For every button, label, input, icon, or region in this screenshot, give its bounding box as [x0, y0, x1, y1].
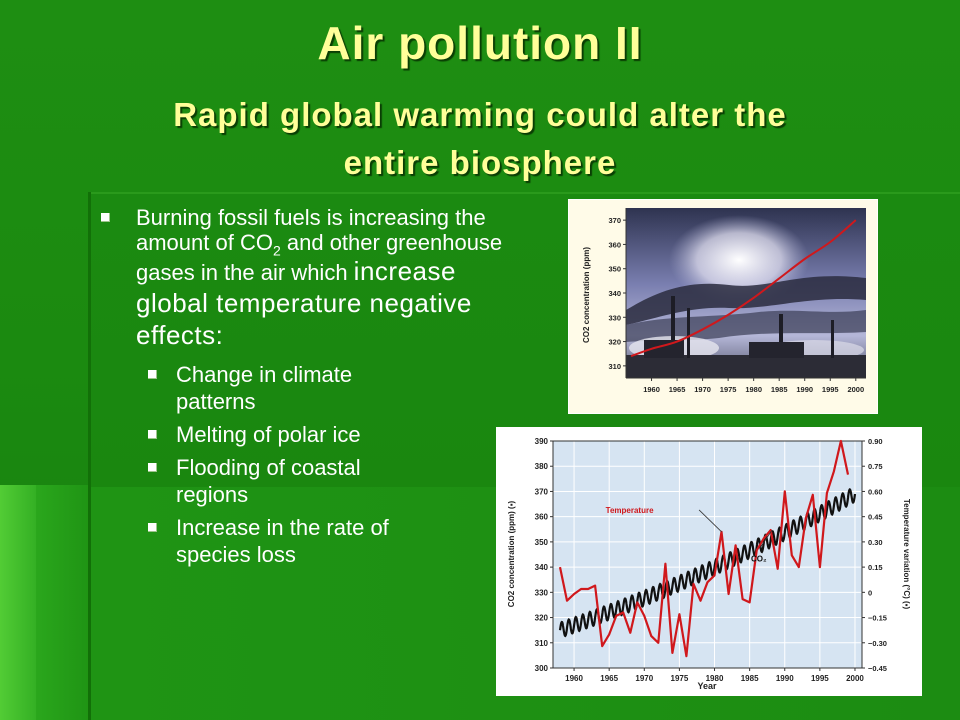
co2-annotation-leader [759, 529, 773, 549]
main-bullet-text-3: increase global temperature negative eff… [136, 256, 472, 350]
smokestack-photo [626, 208, 866, 378]
temperature-annotation-leader [698, 509, 722, 533]
sub-bullet: Melting of polar ice [96, 421, 431, 448]
co2-annotation: CO₂ [751, 555, 767, 564]
x-tick-label: 1995 [811, 674, 829, 683]
co2-curve-line [630, 219, 857, 358]
y-tick-label: 350 [608, 265, 621, 274]
slide-subtitle-line2: entire biosphere [343, 144, 617, 181]
co2-temperature-chart-xlabel: Year [697, 681, 717, 691]
main-bullet-text-2: and other greenhouse gases in the air wh… [136, 230, 503, 285]
x-tick-label: 1980 [745, 385, 762, 394]
sub-bullet: Change in climate patterns [96, 361, 431, 415]
slide-subtitle-line1: Rapid global warming could alter the [173, 96, 787, 133]
sub-bullet: Increase in the rate of species loss [96, 514, 451, 568]
y2-tick-label: 0.60 [868, 487, 883, 496]
slide-title: Air pollution II [317, 17, 643, 69]
bullet-square-icon [148, 463, 157, 472]
sub-bullet-text: Flooding of coastal regions [176, 455, 361, 507]
x-tick-label: 1970 [635, 674, 653, 683]
y2-tick-label: −0.45 [868, 664, 887, 673]
x-tick-label: 1975 [671, 674, 689, 683]
main-bullet-subscript: 2 [272, 242, 281, 259]
sub-bullet-text: Change in climate patterns [176, 362, 353, 414]
temperature-annotation: Temperature [606, 506, 654, 515]
main-bullet: Burning fossil fuels is increasing the a… [96, 205, 516, 351]
background-left-strip [0, 485, 36, 720]
co2-photo-chart-axes: 310 320 330 340 350 360 370 1960 1965 1970 1975 198… [608, 208, 866, 394]
y-tick-label: 330 [535, 588, 549, 597]
y-tick-label: 360 [608, 240, 621, 249]
x-tick-label: 1985 [741, 674, 759, 683]
co2-temperature-chart-y2label: Temperature variation (°C) (▪) [902, 499, 911, 610]
y2-tick-label: 0.90 [868, 437, 883, 446]
y2-tick-label: 0.30 [868, 538, 883, 547]
x-tick-label: 1995 [822, 385, 839, 394]
co2-temperature-chart-plot: Temperature CO₂ [558, 439, 857, 658]
y-tick-label: 340 [535, 563, 549, 572]
y-tick-label: 340 [608, 289, 621, 298]
y2-tick-label: 0.45 [868, 513, 883, 522]
y-tick-label: 370 [608, 216, 621, 225]
y2-tick-label: 0 [868, 588, 872, 597]
y-tick-label: 360 [535, 513, 549, 522]
y2-tick-label: −0.30 [868, 639, 887, 648]
y-tick-label: 380 [535, 462, 549, 471]
background-divider [88, 192, 91, 720]
y2-tick-label: 0.75 [868, 462, 883, 471]
x-tick-label: 1960 [643, 385, 660, 394]
plot-area-background [553, 441, 862, 668]
bullet-square-icon [148, 523, 157, 532]
y-tick-label: 320 [608, 338, 621, 347]
co2-temperature-chart-axes: 300 310 320 330 340 350 360 370 380 390 −0.45 −0.30… [535, 437, 887, 683]
x-tick-label: 1965 [600, 674, 618, 683]
bullet-square-icon [148, 370, 157, 379]
co2-photo-chart-plot [630, 219, 857, 358]
y-tick-label: 330 [608, 313, 621, 322]
co2-temperature-chart-figure: 300 310 320 330 340 350 360 370 380 390 −0.45 −0.30… [496, 427, 922, 696]
y2-tick-label: 0.15 [868, 563, 883, 572]
y-tick-label: 310 [535, 639, 549, 648]
y-tick-label: 370 [535, 487, 549, 496]
x-tick-label: 1960 [565, 674, 583, 683]
bullet-square-icon [101, 213, 110, 222]
x-tick-label: 1985 [771, 385, 788, 394]
x-tick-label: 1990 [776, 674, 794, 683]
bullet-list: Burning fossil fuels is increasing the a… [96, 205, 516, 568]
co2-temperature-chart: 300 310 320 330 340 350 360 370 380 390 −0.45 −0.30… [507, 437, 911, 691]
temperature-series-line [558, 439, 850, 658]
x-tick-label: 1965 [669, 385, 686, 394]
bullet-square-icon [148, 430, 157, 439]
x-tick-label: 1970 [694, 385, 711, 394]
co2-photo-chart-ylabel: CO2 concentration (ppm) [582, 247, 591, 343]
y-tick-label: 350 [535, 538, 549, 547]
y-tick-label: 320 [535, 614, 549, 623]
x-tick-label: 2000 [847, 385, 864, 394]
main-bullet-text-1: Burning fossil fuels is increasing the a… [136, 205, 486, 255]
sub-bullet-text: Melting of polar ice [176, 422, 361, 447]
co2-photo-chart: 310 320 330 340 350 360 370 1960 1965 1970 1975 198… [582, 208, 866, 394]
x-tick-label: 1980 [706, 674, 724, 683]
x-tick-label: 2000 [846, 674, 864, 683]
sub-bullet: Flooding of coastal regions [96, 454, 431, 508]
x-tick-label: 1990 [796, 385, 813, 394]
y2-tick-label: −0.15 [868, 614, 887, 623]
plot-frame [552, 440, 863, 669]
co2-photo-chart-figure: 310 320 330 340 350 360 370 1960 1965 1970 1975 198… [568, 199, 878, 414]
y-tick-label: 390 [535, 437, 549, 446]
y-tick-label: 300 [535, 664, 549, 673]
x-tick-label: 1975 [720, 385, 737, 394]
sub-bullet-list: Change in climate patterns Melting of po… [96, 361, 516, 568]
y-tick-label: 310 [608, 362, 621, 371]
sub-bullet-text: Increase in the rate of species loss [176, 515, 389, 567]
co2-temperature-chart-ylabel: CO2 concentration (ppm) (▪) [507, 500, 516, 607]
